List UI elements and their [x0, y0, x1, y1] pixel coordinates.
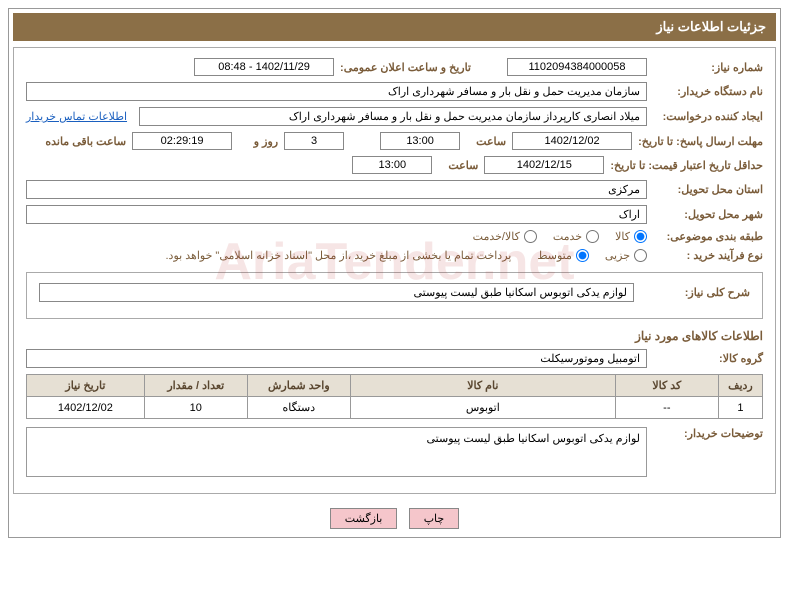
- button-row: چاپ بازگشت: [13, 500, 776, 533]
- price-valid-label: حداقل تاریخ اعتبار قیمت: تا تاریخ:: [610, 159, 763, 172]
- th-row: ردیف: [718, 375, 762, 397]
- buyer-notes-value: لوازم یدکی اتوبوس اسکانیا طبق لیست پیوست…: [26, 427, 647, 477]
- td-row: 1: [718, 397, 762, 419]
- th-date: تاریخ نیاز: [27, 375, 145, 397]
- need-no-label: شماره نیاز:: [653, 61, 763, 74]
- goods-section-title: اطلاعات کالاهای مورد نیاز: [26, 329, 763, 343]
- th-code: کد کالا: [615, 375, 718, 397]
- need-desc-value: لوازم یدکی اتوبوس اسکانیا طبق لیست پیوست…: [39, 283, 634, 302]
- td-unit: دستگاه: [247, 397, 350, 419]
- payment-note: پرداخت تمام یا بخشی از مبلغ خرید ،از محل…: [166, 249, 512, 262]
- proc-radio-minor[interactable]: [634, 249, 647, 262]
- proc-opt-medium-label: متوسط: [537, 249, 572, 262]
- goods-table: ردیف کد کالا نام کالا واحد شمارش تعداد /…: [26, 374, 763, 419]
- group-label: گروه کالا:: [653, 352, 763, 365]
- reply-time-label: ساعت: [466, 135, 506, 148]
- cat-radio-goods[interactable]: [634, 230, 647, 243]
- th-qty: تعداد / مقدار: [144, 375, 247, 397]
- cat-radio-both[interactable]: [524, 230, 537, 243]
- header-title: جزئیات اطلاعات نیاز: [13, 13, 776, 41]
- price-time-label: ساعت: [438, 159, 478, 172]
- th-unit: واحد شمارش: [247, 375, 350, 397]
- category-radio-group: کالا خدمت کالا/خدمت: [473, 230, 647, 243]
- remaining-label: ساعت باقی مانده: [45, 135, 126, 148]
- buyer-org-label: نام دستگاه خریدار:: [653, 85, 763, 98]
- announce-label: تاریخ و ساعت اعلان عمومی:: [340, 61, 471, 74]
- th-name: نام کالا: [350, 375, 615, 397]
- buyer-notes-label: توضیحات خریدار:: [653, 427, 763, 440]
- td-name: اتوبوس: [350, 397, 615, 419]
- province-value: مرکزی: [26, 180, 647, 199]
- cat-radio-service[interactable]: [586, 230, 599, 243]
- td-qty: 10: [144, 397, 247, 419]
- print-button[interactable]: چاپ: [409, 508, 460, 529]
- countdown: 02:29:19: [132, 132, 232, 150]
- need-no-value: 1102094384000058: [507, 58, 647, 76]
- category-label: طبقه بندی موضوعی:: [653, 230, 763, 243]
- cat-opt-both-label: کالا/خدمت: [473, 230, 520, 243]
- city-value: اراک: [26, 205, 647, 224]
- requester-label: ایجاد کننده درخواست:: [653, 110, 763, 123]
- cat-opt-goods[interactable]: کالا: [615, 230, 647, 243]
- td-code: --: [615, 397, 718, 419]
- process-label: نوع فرآیند خرید :: [653, 249, 763, 262]
- reply-deadline-label: مهلت ارسال پاسخ: تا تاریخ:: [638, 135, 763, 148]
- price-date: 1402/12/15: [484, 156, 604, 174]
- cat-opt-service[interactable]: خدمت: [553, 230, 599, 243]
- reply-date: 1402/12/02: [512, 132, 632, 150]
- cat-opt-both[interactable]: کالا/خدمت: [473, 230, 537, 243]
- province-label: استان محل تحویل:: [653, 183, 763, 196]
- proc-opt-medium[interactable]: متوسط: [537, 249, 589, 262]
- need-desc-box: شرح کلی نیاز: لوازم یدکی اتوبوس اسکانیا …: [26, 272, 763, 319]
- announce-value: 1402/11/29 - 08:48: [194, 58, 334, 76]
- table-row: 1 -- اتوبوس دستگاه 10 1402/12/02: [27, 397, 763, 419]
- proc-radio-medium[interactable]: [576, 249, 589, 262]
- contact-link[interactable]: اطلاعات تماس خریدار: [26, 110, 127, 123]
- days-and-label: روز و: [238, 135, 278, 148]
- need-desc-label: شرح کلی نیاز:: [640, 286, 750, 299]
- cat-opt-goods-label: کالا: [615, 230, 630, 243]
- page-container: AriaTender.net جزئیات اطلاعات نیاز شماره…: [8, 8, 781, 538]
- proc-opt-minor-label: جزیی: [605, 249, 630, 262]
- requester-value: میلاد انصاری کارپرداز سازمان مدیریت حمل …: [139, 107, 647, 126]
- city-label: شهر محل تحویل:: [653, 208, 763, 221]
- proc-opt-minor[interactable]: جزیی: [605, 249, 647, 262]
- back-button[interactable]: بازگشت: [330, 508, 398, 529]
- process-radio-group: جزیی متوسط: [537, 249, 647, 262]
- table-header-row: ردیف کد کالا نام کالا واحد شمارش تعداد /…: [27, 375, 763, 397]
- price-time: 13:00: [352, 156, 432, 174]
- reply-time: 13:00: [380, 132, 460, 150]
- cat-opt-service-label: خدمت: [553, 230, 582, 243]
- buyer-org-value: سازمان مدیریت حمل و نقل بار و مسافر شهرد…: [26, 82, 647, 101]
- td-date: 1402/12/02: [27, 397, 145, 419]
- days-remaining: 3: [284, 132, 344, 150]
- group-value: اتومبیل وموتورسیکلت: [26, 349, 647, 368]
- main-form: شماره نیاز: 1102094384000058 تاریخ و ساع…: [13, 47, 776, 494]
